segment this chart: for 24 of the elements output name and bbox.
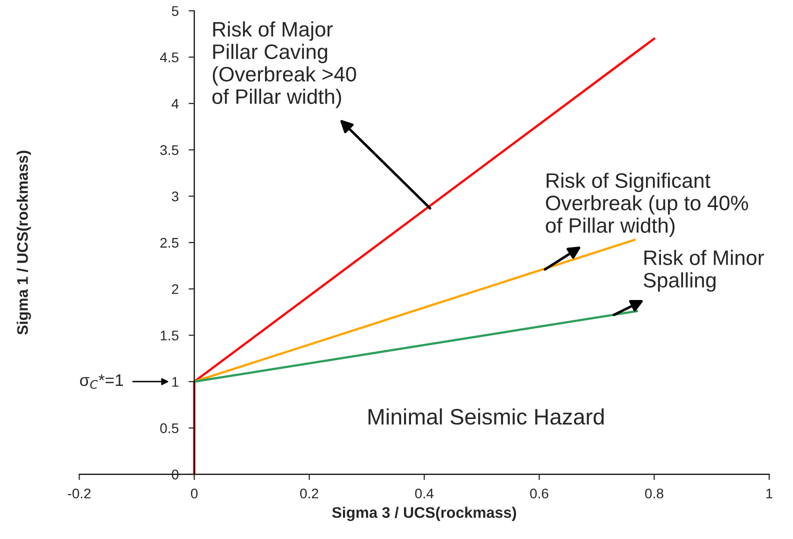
annotation: Risk of Minor Spalling (644, 250, 764, 292)
y-tick-label: 2 (172, 284, 178, 294)
x-tick-label: -0.2 (68, 488, 91, 498)
annotation: Risk of Significant Overbreak (up to 40% of Pillar width) (546, 172, 748, 237)
x-tick-label: 0.8 (645, 488, 664, 498)
x-tick-label: 0.6 (530, 488, 548, 498)
annotation: σ$_{C}$*=1 (80, 374, 124, 389)
x-tick-label: 0.4 (415, 488, 434, 498)
y-tick-label: 3 (172, 192, 178, 202)
annotation: Risk of Major Pillar Caving (Overbreak >40 of Pillar width) (212, 21, 356, 108)
y-axis-title: Sigma 1 / UCS(rockmass) (16, 150, 32, 335)
y-tick-label: 1 (172, 377, 178, 387)
y-tick-label: 3.5 (160, 145, 178, 156)
x-axis-title: Sigma 3 / UCS(rockmass) (332, 506, 516, 522)
y-tick-label: 0.5 (160, 423, 178, 434)
y-tick-label: 1.5 (160, 330, 178, 340)
x-tick-label: 0.2 (300, 488, 318, 498)
y-tick-label: 4.5 (160, 52, 178, 62)
x-tick-label: 1 (766, 488, 772, 498)
annotation: Minimal Seismic Hazard (368, 408, 604, 425)
y-tick-label: 4 (172, 98, 179, 109)
x-tick-label: 0 (190, 488, 198, 498)
y-tick-label: 5 (172, 6, 178, 16)
y-tick-label: 2.5 (160, 238, 178, 248)
